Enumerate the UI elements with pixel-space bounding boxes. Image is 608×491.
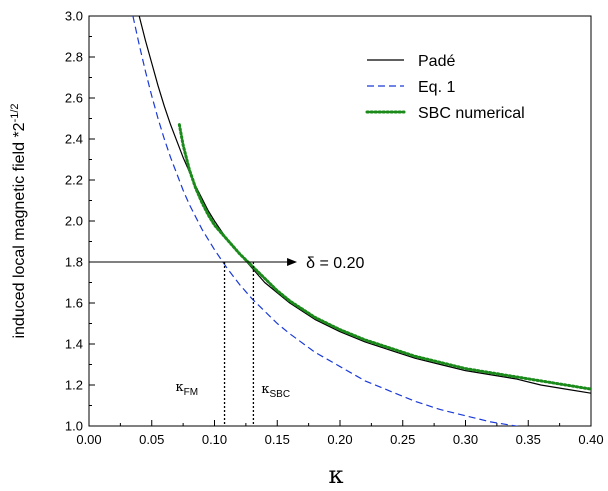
legend-label-eq1: Eq. 1: [418, 79, 455, 96]
y-axis-title: induced local magnetic field *2-1/2: [9, 103, 28, 338]
y-tick-label: 1.4: [65, 337, 83, 352]
y-tick-label: 1.0: [65, 419, 83, 434]
series-line-2: [177, 123, 591, 391]
y-tick-label: 3.0: [65, 9, 83, 24]
x-tick-label: 0.10: [202, 432, 227, 447]
kappa-sbc-label: κSBC: [261, 382, 290, 400]
plot-frame: [88, 15, 592, 427]
x-tick-label: 0.40: [578, 432, 603, 447]
x-tick-label: 0.15: [265, 432, 290, 447]
y-tick-label: 2.2: [65, 173, 83, 188]
x-axis-ticks: 0.00 0.05 0.10 0.15 0.20 0.25 0.30 0.35 0.40: [76, 420, 604, 447]
series-layer: [132, 16, 591, 426]
x-tick-label: 0.35: [516, 432, 541, 447]
x-tick-label: 0.05: [139, 432, 164, 447]
x-axis-title: κ: [329, 461, 344, 489]
series-line-0: [138, 16, 591, 394]
legend: Padé Eq. 1 SBC numerical: [365, 53, 525, 122]
kappa-fm-symbol: κ: [176, 380, 184, 395]
y-axis-title-main: induced local magnetic field *2: [11, 122, 28, 338]
legend-label-sbc: SBC numerical: [418, 105, 525, 122]
x-tick-label: 0.00: [76, 432, 101, 447]
y-axis-title-superscript: -1/2: [9, 103, 21, 122]
y-tick-label: 2.8: [65, 50, 83, 65]
annotation-layer: δ = 0.20 κFM κSBC: [89, 255, 364, 426]
delta-label: δ = 0.20: [306, 255, 364, 272]
y-tick-label: 2.6: [65, 91, 83, 106]
y-tick-label: 2.0: [65, 214, 83, 229]
x-tick-label: 0.25: [390, 432, 415, 447]
kappa-fm-label: κFM: [176, 380, 199, 398]
y-tick-label: 1.8: [65, 255, 83, 270]
kappa-sbc-subscript: SBC: [270, 389, 291, 400]
x-tick-label: 0.30: [453, 432, 478, 447]
y-tick-label: 1.2: [65, 378, 83, 393]
y-tick-label: 2.4: [65, 132, 83, 147]
kappa-fm-subscript: FM: [184, 387, 198, 398]
y-axis-ticks: 1.0 1.2 1.4 1.6 1.8 2.0 2.2 2.4 2.6 2.8 3.0: [65, 9, 95, 434]
legend-label-pade: Padé: [418, 53, 455, 70]
kappa-sbc-symbol: κ: [261, 382, 269, 397]
x-tick-label: 0.20: [327, 432, 352, 447]
series-line-1: [132, 16, 520, 426]
y-tick-label: 1.6: [65, 296, 83, 311]
